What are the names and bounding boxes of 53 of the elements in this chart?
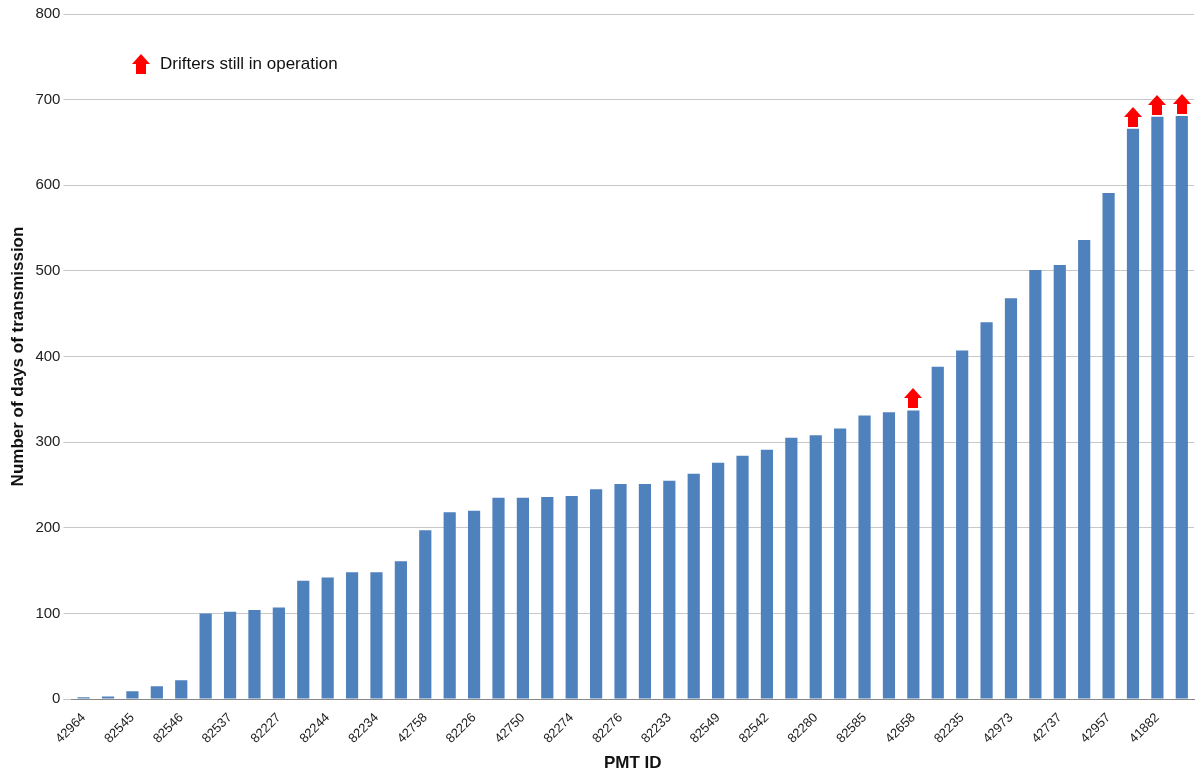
bar (443, 512, 456, 699)
bar (345, 572, 359, 699)
bar (150, 686, 163, 699)
bar (785, 437, 798, 699)
bar (199, 613, 212, 699)
y-tick-label: 0 (52, 689, 61, 707)
bar (956, 350, 969, 699)
bar (101, 696, 115, 699)
bar (541, 496, 554, 699)
bar (614, 484, 627, 699)
bar (858, 415, 871, 699)
x-axis-title: PMT ID (603, 753, 662, 773)
bar (590, 489, 603, 699)
y-tick-label: 400 (35, 346, 61, 364)
bar (809, 435, 822, 699)
bar (687, 473, 700, 699)
bar (882, 412, 896, 699)
bar (126, 691, 139, 699)
y-tick-label: 600 (35, 175, 61, 193)
bar (760, 449, 774, 699)
y-axis-title: Number of days of transmission (7, 226, 27, 487)
bar (370, 572, 383, 699)
y-tick-label: 300 (35, 432, 61, 450)
bar (663, 480, 676, 699)
y-tick-label: 200 (35, 517, 61, 535)
annotation: Drifters still in operation (160, 53, 338, 73)
bar (223, 611, 237, 699)
bar (175, 680, 188, 699)
bar (1078, 240, 1091, 699)
y-tick-label: 500 (35, 261, 61, 279)
bar (736, 455, 749, 699)
y-tick-label: 800 (35, 4, 61, 22)
bar (1004, 298, 1018, 699)
bar (712, 462, 725, 699)
bar (516, 497, 529, 699)
y-tick-label: 700 (35, 89, 61, 107)
bar (492, 497, 505, 699)
bar (1053, 264, 1066, 699)
bar (272, 607, 285, 699)
bar (638, 484, 652, 699)
bar (1102, 192, 1115, 699)
bar (980, 322, 993, 699)
bar (394, 561, 407, 699)
bar (419, 530, 432, 699)
bar (297, 580, 310, 699)
bar (1029, 270, 1042, 699)
y-tick-label: 100 (35, 603, 61, 621)
bar (248, 609, 261, 699)
bar (834, 428, 847, 699)
bar (467, 510, 481, 699)
bar (931, 366, 944, 699)
bar (321, 577, 334, 699)
bar (565, 496, 578, 699)
